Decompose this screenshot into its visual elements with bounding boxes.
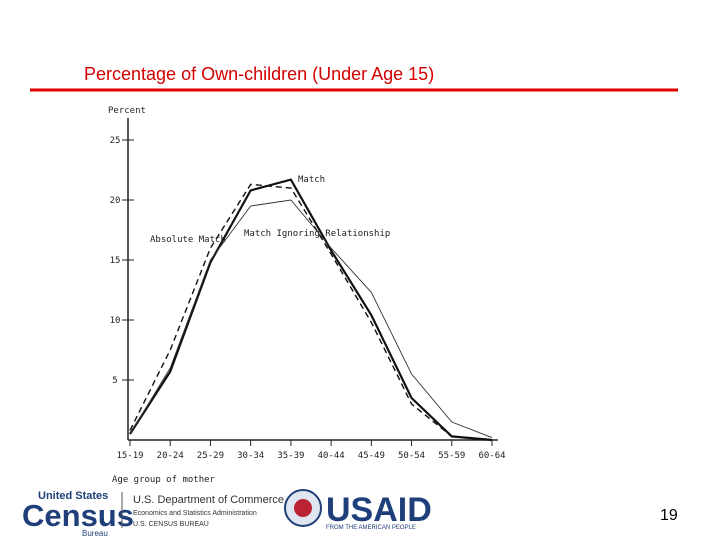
usaid-logo: USAID — [326, 491, 432, 529]
x-tick-label: 50-54 — [398, 451, 425, 461]
plot: 5 10 15 20 25 15-19 20-24 25-29 30-34 35-39 40-44 4… — [110, 136, 506, 461]
series-label: Match Ignoring Relationship — [244, 229, 390, 239]
series-line — [129, 178, 493, 442]
series-label: Absolute Match — [150, 235, 226, 245]
census-bottom: Bureau — [82, 529, 108, 538]
y-tick-label: 25 — [110, 136, 121, 146]
census-top: United States — [38, 490, 108, 502]
x-tick-label: 40-44 — [318, 451, 345, 461]
y-tick-label: 10 — [110, 316, 121, 326]
series-line — [129, 199, 493, 439]
usaid-tagline: FROM THE AMERICAN PEOPLE — [326, 525, 416, 531]
x-tick-label: 20-24 — [157, 451, 184, 461]
series-label: Match — [298, 175, 325, 185]
y-tick-label: 20 — [110, 196, 121, 206]
x-axis-label: Age group of mother — [112, 475, 216, 485]
slide-title: Percentage of Own-children (Under Age 15… — [84, 64, 434, 84]
census-logo: Census — [22, 498, 134, 533]
x-tick-label: 15-19 — [116, 451, 143, 461]
series-line — [129, 183, 493, 441]
x-tick-label: 60-64 — [478, 451, 505, 461]
x-tick-label: 55-59 — [438, 451, 465, 461]
y-axis-label: Percent — [108, 106, 146, 116]
y-tick-label: 5 — [112, 376, 117, 386]
seal-center — [294, 499, 312, 517]
page-number: 19 — [660, 507, 678, 524]
commerce-line: U.S. Department of Commerce — [133, 494, 284, 506]
x-tick-label: 30-34 — [237, 451, 264, 461]
x-tick-label: 45-49 — [358, 451, 385, 461]
commerce-line: U.S. CENSUS BUREAU — [133, 521, 209, 528]
y-tick-label: 15 — [110, 256, 121, 266]
x-tick-label: 35-39 — [277, 451, 304, 461]
x-tick-label: 25-29 — [197, 451, 224, 461]
commerce-line: Economics and Statistics Administration — [133, 510, 257, 517]
